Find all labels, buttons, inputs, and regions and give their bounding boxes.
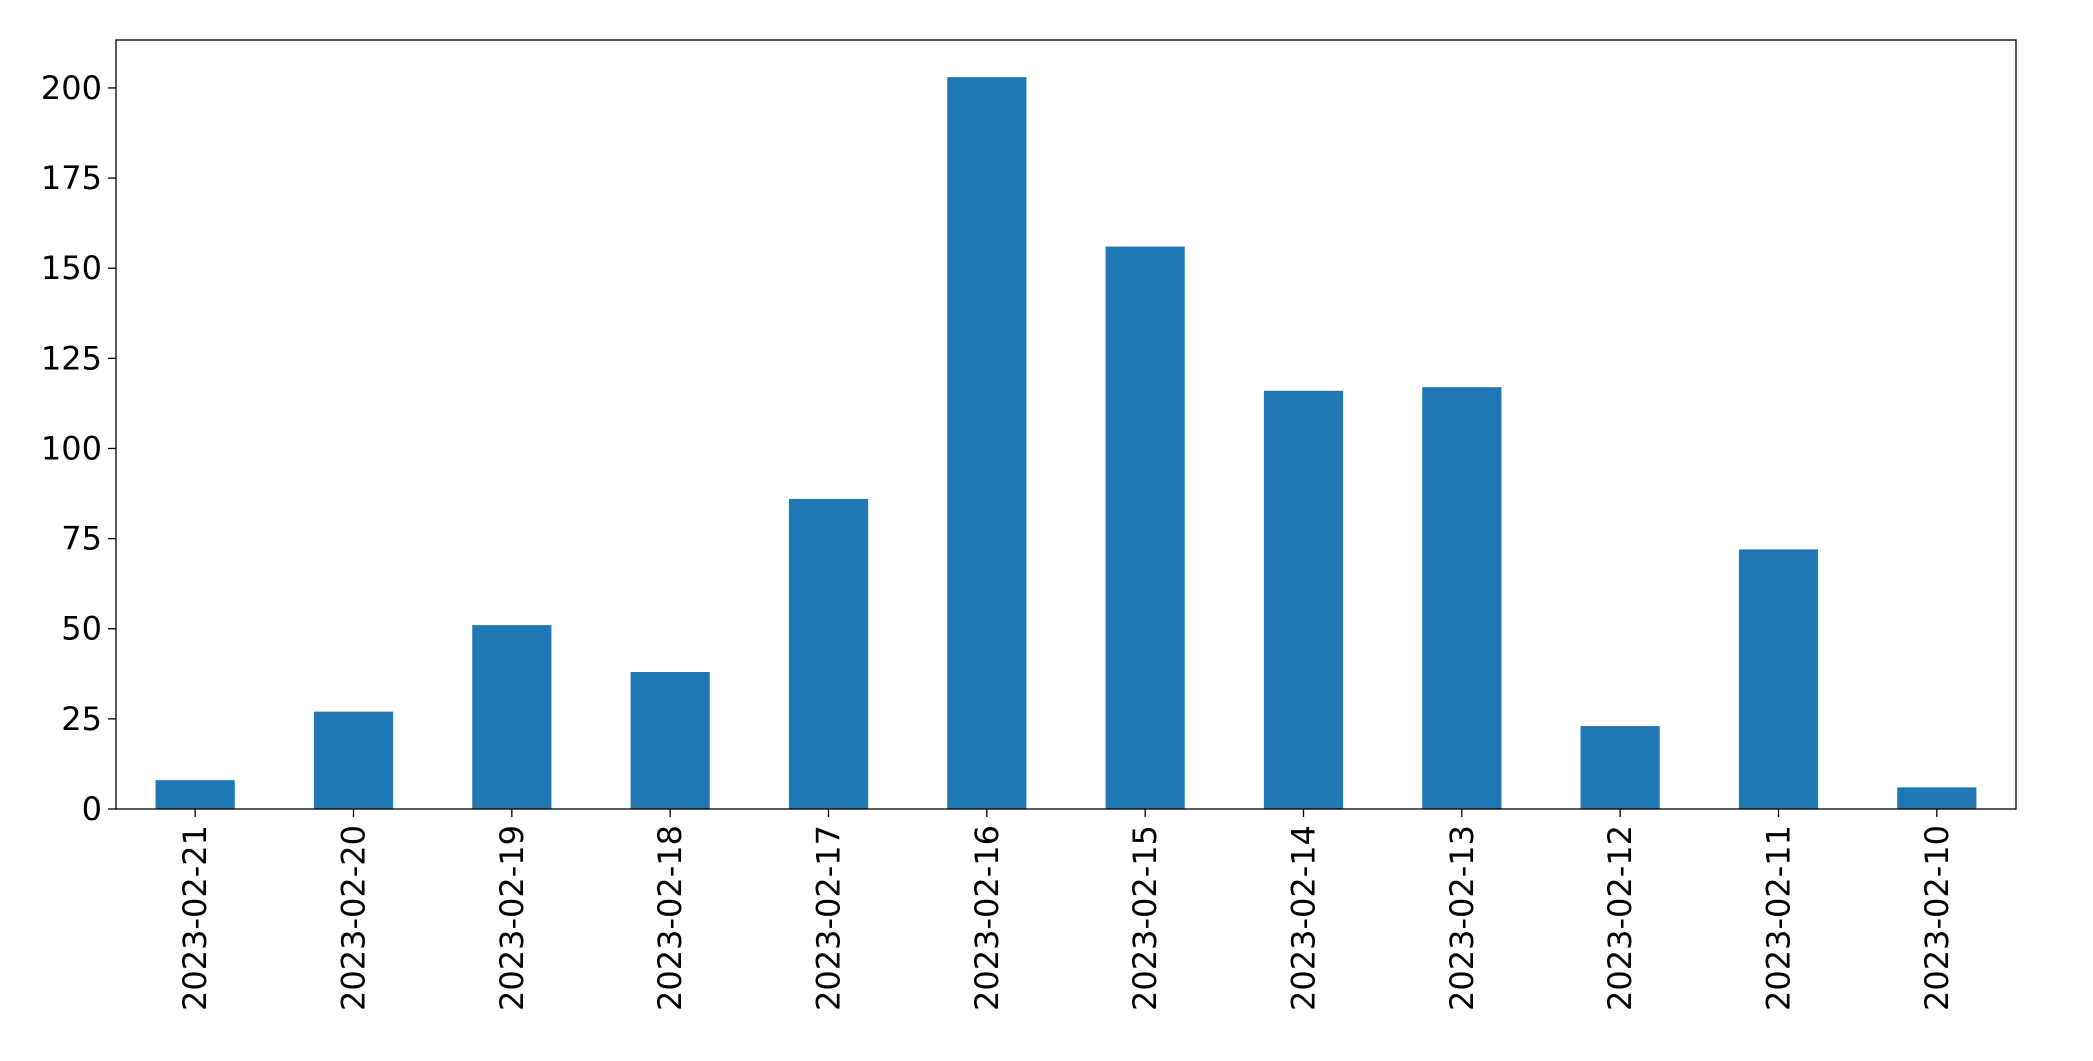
bar: [1105, 246, 1185, 809]
y-tick-label: 125: [41, 339, 102, 377]
bar: [630, 672, 710, 809]
x-tick-label: 2023-02-14: [1285, 825, 1323, 1011]
x-tick-label: 2023-02-12: [1601, 825, 1639, 1011]
y-tick-label: 75: [61, 520, 102, 558]
y-tick-label: 150: [41, 249, 102, 287]
y-tick-label: 200: [41, 69, 102, 107]
x-tick-label: 2023-02-10: [1918, 825, 1956, 1011]
bar: [788, 498, 869, 809]
y-tick-label: 50: [61, 610, 102, 648]
x-tick-label: 2023-02-20: [335, 825, 373, 1011]
bar: [155, 780, 235, 809]
bar: [1580, 726, 1660, 809]
y-tick-label: 100: [41, 429, 102, 467]
x-tick-label: 2023-02-11: [1760, 825, 1798, 1011]
x-tick-label: 2023-02-16: [968, 825, 1006, 1011]
y-tick-label: 25: [61, 700, 102, 738]
x-tick-label: 2023-02-15: [1126, 825, 1164, 1011]
x-tick-label: 2023-02-13: [1443, 825, 1481, 1011]
x-tick-label: 2023-02-18: [651, 825, 689, 1011]
plot-frame: [115, 39, 2017, 810]
bar: [1422, 387, 1502, 809]
y-tick-label: 0: [82, 790, 102, 828]
x-tick-label: 2023-02-21: [176, 825, 214, 1011]
bar: [947, 77, 1027, 809]
x-tick-label: 2023-02-19: [493, 825, 531, 1011]
bar: [1897, 787, 1977, 809]
bar: [472, 625, 552, 809]
bar: [1738, 549, 1819, 809]
y-tick-label: 175: [41, 159, 102, 197]
x-tick-label: 2023-02-17: [810, 825, 848, 1011]
bar: [313, 711, 394, 809]
bar: [1263, 390, 1344, 809]
